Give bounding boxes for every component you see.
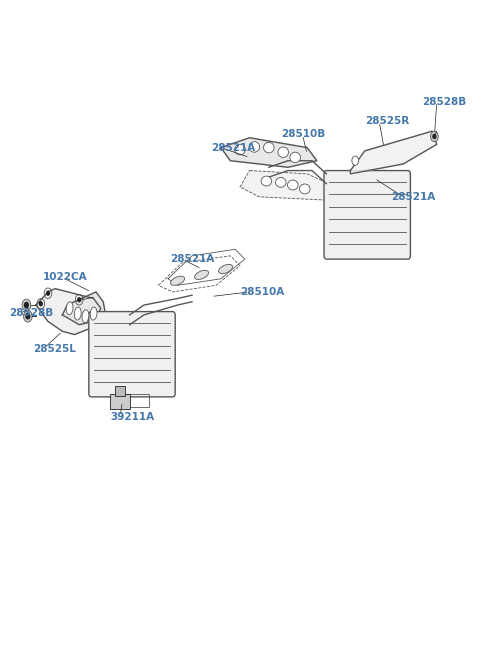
Text: 28521A: 28521A [211,142,255,153]
Circle shape [431,131,438,142]
Ellipse shape [300,184,310,194]
Text: 28510A: 28510A [240,287,284,297]
Circle shape [352,156,359,165]
Text: 28510B: 28510B [281,129,325,140]
Ellipse shape [261,176,272,186]
Circle shape [24,302,28,308]
Ellipse shape [218,264,233,274]
Polygon shape [350,131,437,174]
Circle shape [47,291,49,295]
Ellipse shape [170,276,185,285]
Circle shape [39,302,42,306]
Text: 39211A: 39211A [110,411,155,422]
Polygon shape [240,171,336,200]
FancyBboxPatch shape [324,171,410,259]
Ellipse shape [290,152,300,163]
Text: 1022CA: 1022CA [43,272,88,283]
Ellipse shape [82,310,89,323]
Text: 28521A: 28521A [170,254,215,264]
Text: 28521A: 28521A [391,192,435,202]
Polygon shape [62,292,106,325]
Text: 28528B: 28528B [422,96,467,107]
Polygon shape [221,138,317,167]
Circle shape [26,314,30,319]
Ellipse shape [276,177,286,188]
Ellipse shape [288,180,298,190]
Ellipse shape [74,307,81,320]
FancyBboxPatch shape [115,386,125,396]
Circle shape [22,299,31,311]
Text: 28525R: 28525R [365,116,409,127]
Ellipse shape [235,144,245,155]
Circle shape [78,298,81,302]
Ellipse shape [66,302,73,315]
Ellipse shape [249,142,260,152]
Circle shape [433,134,436,138]
Text: 28528B: 28528B [10,308,54,318]
Ellipse shape [278,147,288,157]
Ellipse shape [264,142,274,153]
Circle shape [24,310,32,322]
Polygon shape [36,289,101,335]
FancyBboxPatch shape [110,394,130,409]
Text: 28525L: 28525L [34,344,76,354]
Ellipse shape [194,270,209,279]
Ellipse shape [90,307,97,320]
FancyBboxPatch shape [89,312,175,397]
